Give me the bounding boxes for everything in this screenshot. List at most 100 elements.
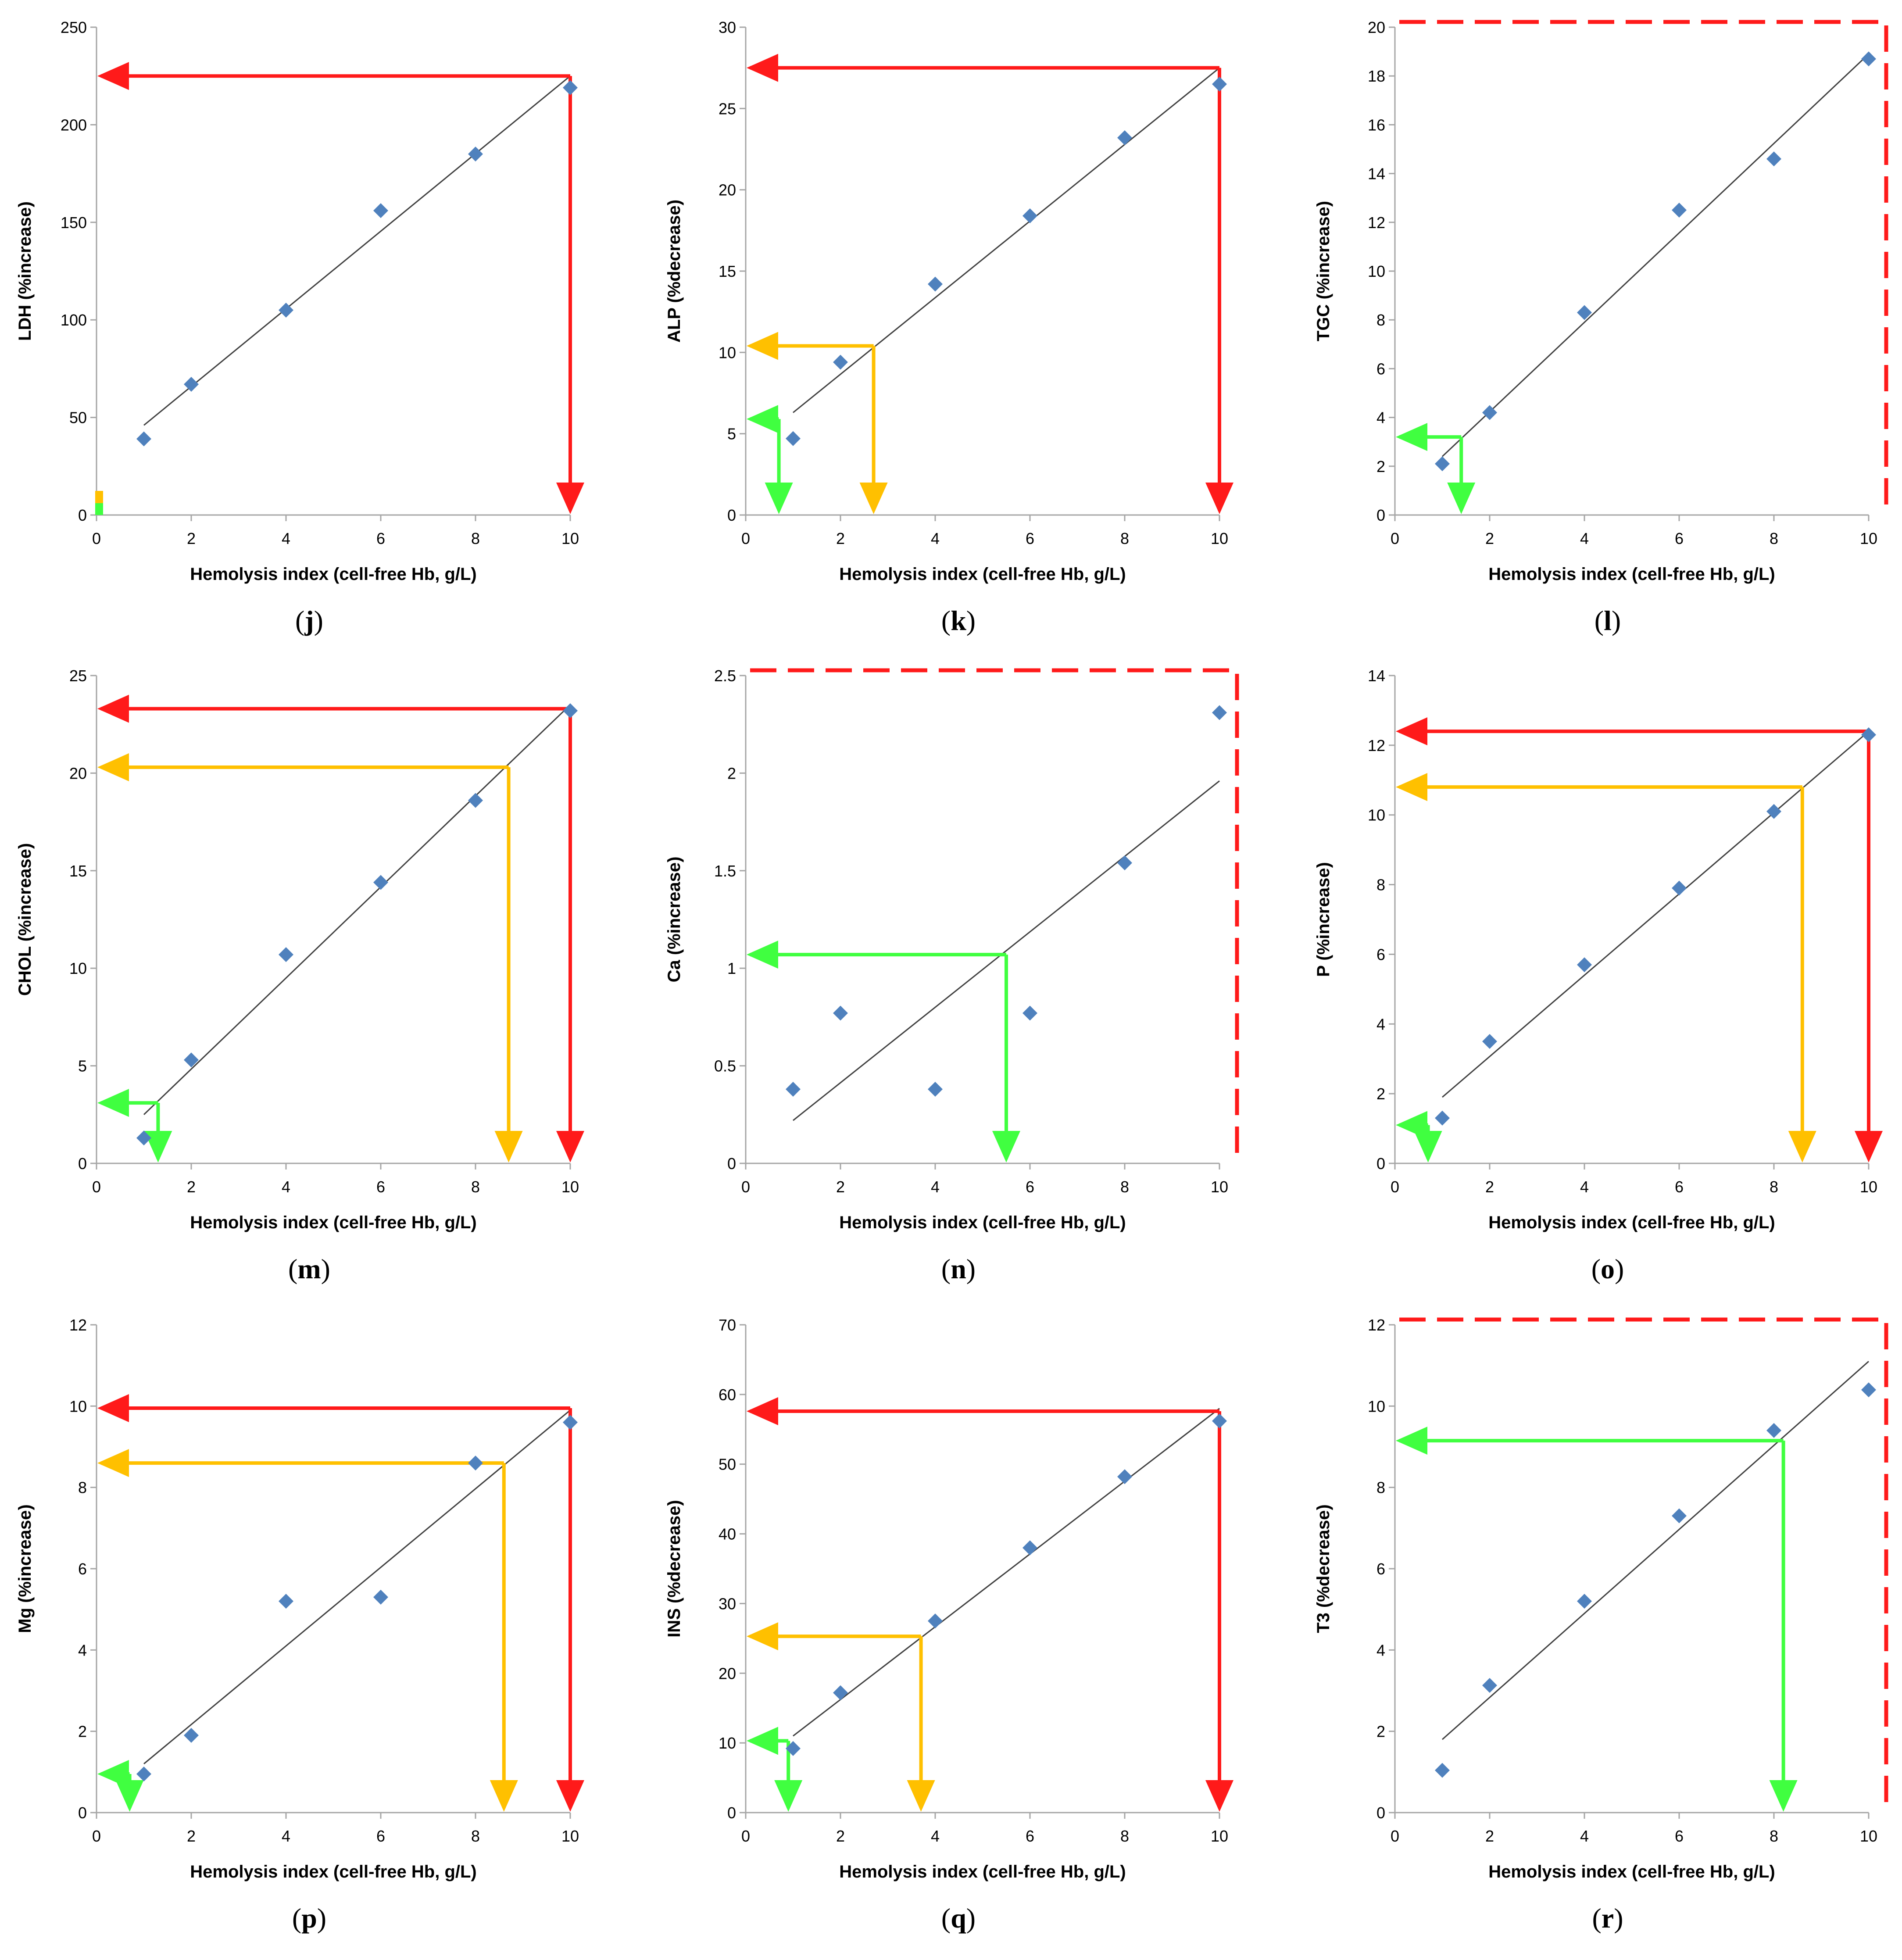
trend-line <box>1442 1361 1869 1740</box>
data-point <box>136 431 151 447</box>
y-tick-label: 2 <box>78 1723 87 1741</box>
data-point <box>1861 727 1876 743</box>
y-tick-label: 10 <box>1368 806 1385 824</box>
x-tick-label: 6 <box>376 1827 385 1845</box>
x-axis-title: Hemolysis index (cell-free Hb, g/L) <box>839 1213 1126 1232</box>
y-axis-title: ALP (%decrease) <box>665 200 684 343</box>
y-tick-label: 6 <box>1376 360 1385 378</box>
y-tick-labels: 0 2 4 6 8 10 12 <box>69 1316 97 1822</box>
y-tick-label: 0 <box>1376 1804 1385 1822</box>
x-tick-label: 2 <box>836 1827 845 1845</box>
y-tick-label: 8 <box>78 1479 87 1497</box>
y-tick-label: 0 <box>78 1804 87 1822</box>
y-tick-label: 8 <box>1376 1479 1385 1497</box>
panel-label: (n) <box>941 1253 976 1284</box>
x-tick-label: 10 <box>1860 1827 1877 1845</box>
x-tick-label: 0 <box>1391 1827 1399 1845</box>
y-tick-label: 10 <box>69 1397 87 1415</box>
x-tick-label: 10 <box>1211 1827 1228 1845</box>
x-tick-label: 0 <box>92 529 101 547</box>
panel-label: (p) <box>292 1903 326 1934</box>
data-point <box>279 947 293 962</box>
y-tick-label: 4 <box>1376 409 1385 427</box>
y-axis-title: T3 (%decrease) <box>1314 1504 1333 1633</box>
data-point <box>563 703 578 719</box>
x-tick-label: 6 <box>1675 529 1684 547</box>
y-tick-label: 15 <box>719 262 736 280</box>
trend-line <box>793 780 1220 1121</box>
y-tick-label: 10 <box>719 1734 736 1752</box>
data-point <box>1023 1005 1037 1021</box>
x-tick-label: 0 <box>92 1827 101 1845</box>
x-tick-label: 8 <box>471 1827 480 1845</box>
data-point <box>1482 1034 1497 1049</box>
x-tick-label: 8 <box>1120 1827 1129 1845</box>
data-point <box>1672 880 1687 896</box>
y-tick-label: 30 <box>719 18 736 36</box>
data-point <box>184 1728 199 1743</box>
data-point <box>1482 1677 1497 1693</box>
chart-panel: 0 2 4 6 8 10 12 0 2 4 6 8 10 Mg (%increase) Hemolys… <box>15 1316 584 1934</box>
y-tick-label: 2 <box>1376 1723 1385 1741</box>
orange-chip <box>95 491 103 503</box>
x-tick-label: 10 <box>1860 529 1877 547</box>
x-axis-title: Hemolysis index (cell-free Hb, g/L) <box>839 565 1126 584</box>
y-tick-label: 10 <box>719 343 736 361</box>
dashed-limit-line <box>1399 1317 1888 1813</box>
data-point <box>279 302 293 318</box>
y-tick-label: 0 <box>727 1155 736 1173</box>
x-tick-label: 0 <box>1391 1178 1399 1196</box>
y-tick-label: 50 <box>719 1456 736 1474</box>
data-point <box>1023 1540 1037 1556</box>
x-tick-labels: 0 2 4 6 8 10 <box>741 1163 1228 1196</box>
data-point <box>1117 130 1132 146</box>
y-tick-label: 16 <box>1368 116 1385 134</box>
y-tick-labels: 0 5 10 15 20 25 <box>69 667 97 1173</box>
data-point <box>1023 208 1037 223</box>
trend-line <box>793 1408 1220 1737</box>
data-point <box>1435 1763 1450 1778</box>
y-tick-label: 0.5 <box>714 1057 736 1075</box>
x-tick-label: 0 <box>1391 529 1399 547</box>
x-tick-label: 8 <box>1120 529 1129 547</box>
x-tick-label: 2 <box>187 529 196 547</box>
x-tick-label: 8 <box>1770 529 1778 547</box>
x-tick-labels: 0 2 4 6 8 10 <box>92 1813 579 1845</box>
x-tick-label: 4 <box>931 1827 940 1845</box>
x-axis-title: Hemolysis index (cell-free Hb, g/L) <box>190 1862 477 1881</box>
y-tick-label: 6 <box>78 1560 87 1578</box>
chart-panel: 0 0.5 1 1.5 2 2.5 0 2 4 6 8 10 Ca (%increase) Hemo… <box>665 667 1239 1284</box>
y-tick-label: 1.5 <box>714 862 736 880</box>
y-axis-title: CHOL (%increase) <box>15 843 35 996</box>
x-axis-title: Hemolysis index (cell-free Hb, g/L) <box>1488 565 1775 584</box>
y-tick-label: 30 <box>719 1595 736 1613</box>
x-tick-label: 4 <box>1580 529 1589 547</box>
y-tick-label: 0 <box>78 506 87 524</box>
data-point <box>928 1081 943 1097</box>
y-tick-label: 2.5 <box>714 667 736 685</box>
trend-line <box>143 1409 571 1764</box>
x-tick-label: 10 <box>561 1827 579 1845</box>
y-tick-label: 70 <box>719 1316 736 1334</box>
data-point <box>136 1766 151 1781</box>
x-tick-label: 4 <box>282 1827 290 1845</box>
y-axis-title: Mg (%increase) <box>15 1504 35 1633</box>
y-axis-title: P (%increase) <box>1314 862 1333 977</box>
panel-label: (j) <box>295 605 323 636</box>
data-point <box>1766 151 1781 167</box>
x-tick-label: 10 <box>1211 1178 1228 1196</box>
x-tick-label: 6 <box>376 1178 385 1196</box>
y-tick-label: 40 <box>719 1525 736 1543</box>
x-axis-title: Hemolysis index (cell-free Hb, g/L) <box>839 1862 1126 1881</box>
data-point <box>1861 51 1876 67</box>
x-tick-labels: 0 2 4 6 8 10 <box>92 1163 579 1196</box>
x-tick-label: 8 <box>1120 1178 1129 1196</box>
data-point <box>928 276 943 292</box>
data-point <box>373 203 388 218</box>
data-point <box>1212 76 1227 92</box>
x-tick-label: 2 <box>187 1178 196 1196</box>
data-point <box>279 1594 293 1609</box>
x-tick-label: 6 <box>1026 529 1034 547</box>
x-tick-label: 2 <box>1485 1827 1494 1845</box>
